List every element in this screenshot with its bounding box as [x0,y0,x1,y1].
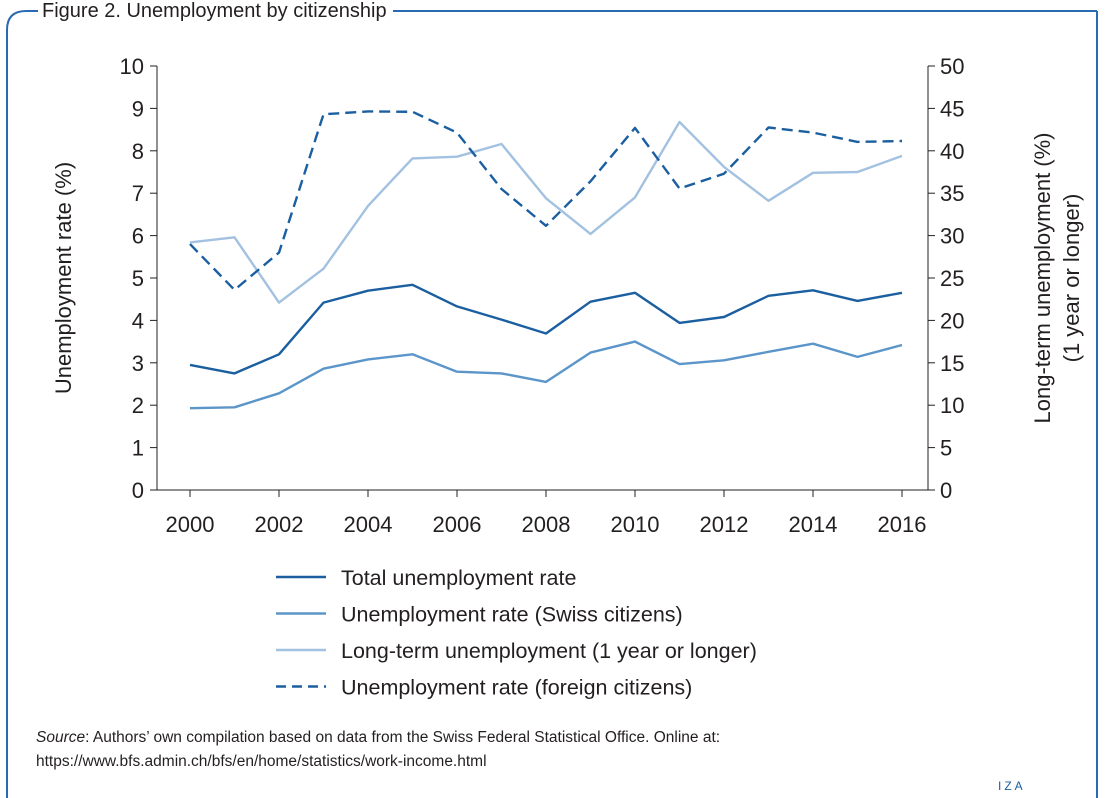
left-tick-label: 1 [132,436,144,461]
right-tick-label: 20 [940,308,964,333]
x-tick-label: 2014 [789,512,838,537]
y2-axis-title-line1: Long-term unemployment (%) [1030,132,1055,423]
x-tick-label: 2010 [611,512,660,537]
y-axis-title: Unemployment rate (%) [51,162,76,394]
x-tick-label: 2012 [700,512,749,537]
x-tick-label: 2000 [166,512,215,537]
right-tick-label: 25 [940,266,964,291]
legend-label-4: Unemployment rate (foreign citizens) [341,676,692,700]
x-tick-label: 2002 [255,512,304,537]
source-text: : Authors’ own compilation based on data… [36,729,721,770]
left-tick-label: 3 [132,351,144,376]
series-line-1 [189,283,903,375]
left-tick-label: 10 [120,54,144,79]
y2-axis-title-line2: (1 year or longer) [1059,194,1084,363]
left-tick-label: 6 [132,224,144,249]
right-tick-label: 15 [940,351,964,376]
right-tick-label: 50 [940,54,964,79]
source-label: Source [36,729,86,746]
iza-logo: IZA [998,779,1026,793]
x-tick-label: 2008 [522,512,571,537]
series-line-3 [189,120,903,304]
left-tick-label: 8 [132,139,144,164]
right-tick-label: 10 [940,393,964,418]
left-tick-label: 4 [132,308,144,333]
series-line-4 [189,110,903,292]
right-tick-label: 5 [940,436,952,461]
legend-label-1: Total unemployment rate [341,566,576,590]
source-note: Source: Authors’ own compilation based o… [36,726,1086,774]
right-tick-label: 30 [940,224,964,249]
right-tick-label: 35 [940,181,964,206]
legend-label-2: Unemployment rate (Swiss citizens) [341,603,683,627]
left-tick-label: 2 [132,393,144,418]
x-tick-label: 2006 [433,512,482,537]
figure-title: Figure 2. Unemployment by citizenship [38,0,393,24]
series-line-2 [189,340,903,410]
left-tick-label: 5 [132,266,144,291]
right-tick-label: 45 [940,96,964,121]
left-tick-label: 0 [132,478,144,503]
left-tick-label: 7 [132,181,144,206]
legend-label-3: Long-term unemployment (1 year or longer… [341,639,757,663]
right-tick-label: 40 [940,139,964,164]
x-tick-label: 2016 [878,512,927,537]
x-tick-label: 2004 [344,512,393,537]
left-tick-label: 9 [132,96,144,121]
right-tick-label: 0 [940,478,952,503]
